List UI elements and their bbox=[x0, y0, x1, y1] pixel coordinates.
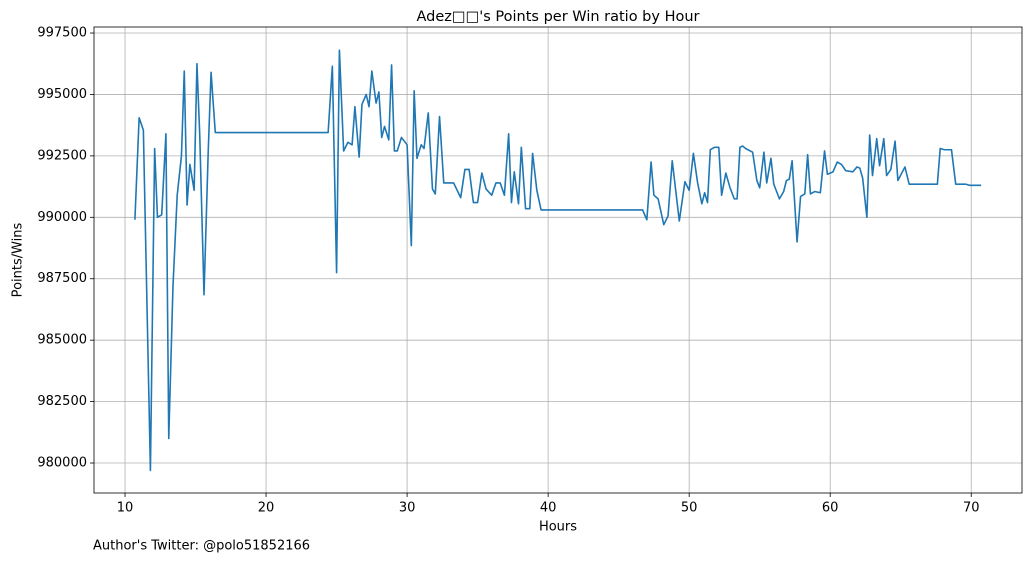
chart-title: Adez□□'s Points per Win ratio by Hour bbox=[416, 9, 699, 25]
x-tick-label: 10 bbox=[117, 501, 134, 516]
x-tick-label: 70 bbox=[963, 501, 980, 516]
y-axis-label: Points/Wins bbox=[11, 222, 26, 297]
y-tick-label: 980000 bbox=[37, 456, 87, 471]
y-tick-label: 997500 bbox=[37, 26, 87, 41]
y-tick-label: 985000 bbox=[37, 333, 87, 348]
y-tick-label: 992500 bbox=[37, 148, 87, 163]
footnote: Author's Twitter: @polo51852166 bbox=[93, 539, 310, 554]
x-tick-label: 60 bbox=[822, 501, 839, 516]
x-axis-label: Hours bbox=[539, 520, 577, 535]
x-tick-label: 50 bbox=[681, 501, 698, 516]
data-line bbox=[134, 49, 982, 472]
x-tick-label: 20 bbox=[258, 501, 275, 516]
y-tick-label: 995000 bbox=[37, 87, 87, 102]
x-tick-label: 40 bbox=[540, 501, 557, 516]
y-tick-label: 982500 bbox=[37, 394, 87, 409]
y-tick-label: 987500 bbox=[37, 271, 87, 286]
y-tick-label: 990000 bbox=[37, 210, 87, 225]
plot-frame bbox=[93, 26, 1023, 494]
x-tick-label: 30 bbox=[399, 501, 416, 516]
